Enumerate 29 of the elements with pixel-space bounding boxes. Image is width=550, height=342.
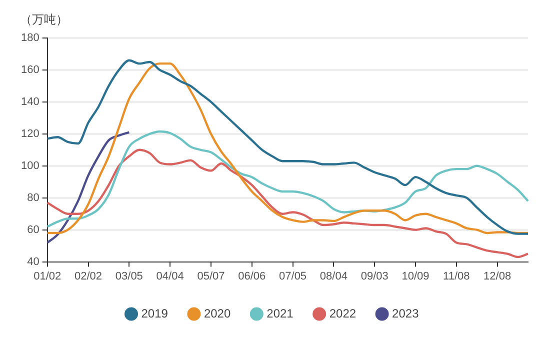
x-tick-label: 10/09 bbox=[402, 270, 430, 282]
legend-label: 2022 bbox=[329, 306, 356, 320]
x-tick-label: 06/06 bbox=[238, 270, 266, 282]
x-tick-label: 08/04 bbox=[320, 270, 348, 282]
line-series bbox=[46, 148, 530, 258]
x-tick-label: 12/08 bbox=[484, 270, 512, 282]
x-tick-label: 07/05 bbox=[279, 270, 307, 282]
x-tick-label: 03/05 bbox=[115, 270, 143, 282]
y-axis-title: （万吨） bbox=[20, 12, 68, 26]
x-tick-label: 02/02 bbox=[74, 270, 102, 282]
y-tick-label: 80 bbox=[27, 192, 40, 204]
y-tick-label: 60 bbox=[27, 224, 40, 236]
legend-label: 2023 bbox=[392, 306, 420, 320]
legend-label: 2019 bbox=[141, 306, 168, 320]
legend-label: 2020 bbox=[204, 306, 231, 320]
legend-label: 2021 bbox=[266, 306, 294, 320]
y-tick-label: 100 bbox=[20, 160, 40, 172]
line-series bbox=[46, 130, 530, 228]
x-tick-label: 09/03 bbox=[360, 270, 388, 282]
y-tick-label: 40 bbox=[27, 256, 40, 268]
x-tick-label: 11/08 bbox=[443, 270, 470, 282]
x-tick-label: 05/07 bbox=[197, 270, 225, 282]
y-tick-label: 140 bbox=[20, 96, 40, 108]
x-tick-label: 01/02 bbox=[34, 270, 62, 282]
x-tick-label: 04/04 bbox=[156, 270, 184, 282]
y-tick-label: 180 bbox=[20, 32, 40, 44]
y-tick-label: 160 bbox=[20, 64, 40, 76]
y-tick-label: 120 bbox=[20, 128, 40, 140]
line-series bbox=[46, 131, 130, 244]
